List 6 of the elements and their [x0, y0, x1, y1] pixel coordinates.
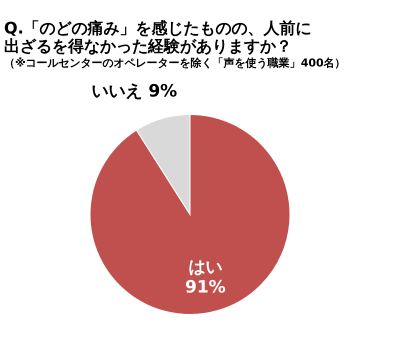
chart-title: Q.「のどの痛み」を感じたものの、人前に出ざるを得なかった経験がありますか？ [4, 18, 312, 56]
chart-subtitle: （※コールセンターのオペレーターを除く「声を使う職業」400名） [4, 56, 346, 70]
slice-label: はい [188, 257, 222, 278]
slice-label: いいえ 9% [91, 82, 178, 102]
pie-slice [90, 114, 290, 315]
data-label: 91% [184, 277, 226, 298]
